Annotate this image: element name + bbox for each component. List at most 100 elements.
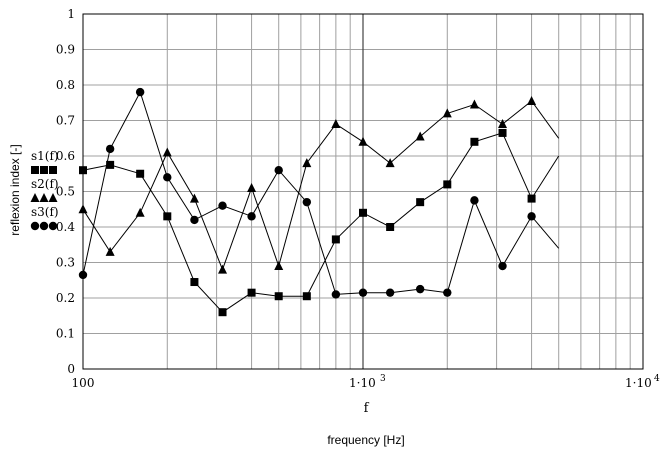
legend-label: s2(f) [31,177,59,191]
data-point-triangle [39,193,49,202]
data-point-circle [302,197,312,207]
data-point-circle [30,221,40,231]
data-point-square [106,160,115,169]
data-point-triangle [247,182,257,192]
data-point-square [31,166,39,174]
data-point-circle [135,87,145,97]
y-tick-label: 0.2 [56,291,75,305]
svg-text:3: 3 [380,374,386,384]
data-point-triangle [442,108,452,118]
data-point-circle [498,261,507,271]
legend: s1(f) s2(f) s3(f) [30,149,59,231]
y-tick-label: 0.8 [56,78,75,92]
x-tick-label: 1·10 4 [625,374,660,390]
x-tick-labels: 100 1·10 3 1·10 4 [72,374,660,390]
x-tick-label: 100 [72,376,95,390]
plot-frame [82,13,644,370]
x-tick-label: 1·10 3 [349,374,386,390]
data-point-square [136,169,145,178]
data-point-triangle [135,207,145,217]
data-point-circle [48,221,58,231]
legend-label: s3(f) [31,205,59,219]
data-point-triangle [218,264,228,274]
y-tick-label: 0.6 [56,149,75,163]
data-point-square [247,288,256,297]
data-point-square [498,128,507,137]
data-point-square [302,292,311,301]
svg-text:4: 4 [654,374,660,384]
data-point-square [416,198,425,207]
y-tick-label: 0.5 [56,185,75,199]
legend-glyph-circle [30,221,58,231]
data-point-circle [443,288,452,297]
series-line [82,100,560,272]
data-point-circle [274,166,283,175]
data-point-circle [105,144,115,154]
data-point-circle [247,212,256,221]
legend-glyph-triangle [30,193,58,202]
y-tick-label: 0 [67,362,75,376]
series-3 [78,87,560,299]
data-point-square [49,166,57,174]
data-point-circle [415,284,425,294]
y-tick-label: 0.1 [56,327,75,341]
data-point-circle [218,201,227,210]
svg-text:1·10: 1·10 [625,376,652,390]
data-point-triangle [527,95,537,105]
data-point-circle [331,290,341,299]
y-tick-label: 0.7 [56,114,75,128]
data-point-square [527,194,536,203]
data-point-triangle [385,158,395,168]
data-point-circle [163,173,172,182]
data-point-triangle [469,99,479,109]
data-point-circle [385,288,395,297]
data-point-triangle [274,261,284,271]
data-point-triangle [162,147,172,157]
y-tick-label: 0.4 [56,220,75,234]
data-point-square [218,308,227,317]
data-point-square [163,212,172,221]
data-point-triangle [105,246,115,256]
data-point-triangle [30,193,40,202]
svg-text:1·10: 1·10 [349,376,376,390]
data-point-triangle [189,193,199,203]
x-variable-label: f [364,401,370,416]
data-point-triangle [498,119,508,129]
data-point-circle [39,221,49,231]
data-point-circle [78,270,88,280]
data-point-circle [190,215,199,225]
x-axis-label: frequency [Hz] [327,433,404,447]
data-point-square [331,235,340,244]
y-axis-label: reflexion index [-] [8,144,22,235]
data-point-triangle [415,131,425,141]
data-point-triangle [78,204,88,214]
legend-glyph-square [31,166,57,174]
data-point-square [190,278,199,287]
y-tick-label: 0.3 [56,256,75,270]
grid [83,14,643,369]
series-2 [78,95,560,274]
y-tick-labels: 0 0.1 0.2 0.3 0.4 0.5 0.6 0.7 0.8 0.9 1 [56,7,75,376]
data-point-square [386,223,395,231]
data-point-square [359,208,367,217]
data-point-circle [358,288,368,297]
series-line [82,132,560,313]
data-point-triangle [48,193,58,202]
data-point-square [79,166,87,175]
y-tick-label: 1 [67,7,75,21]
data-point-square [274,292,283,301]
data-point-triangle [331,119,341,129]
series-1 [79,128,560,317]
data-point-circle [527,212,536,221]
legend-label: s1(f) [31,149,59,163]
data-point-square [443,180,452,189]
series-layer [78,87,560,317]
data-point-square [40,166,48,174]
y-tick-label: 0.9 [56,43,75,57]
data-point-square [470,137,479,146]
data-point-circle [470,196,479,205]
data-point-triangle [302,158,312,168]
data-point-triangle [358,136,368,146]
series-line [82,90,560,295]
